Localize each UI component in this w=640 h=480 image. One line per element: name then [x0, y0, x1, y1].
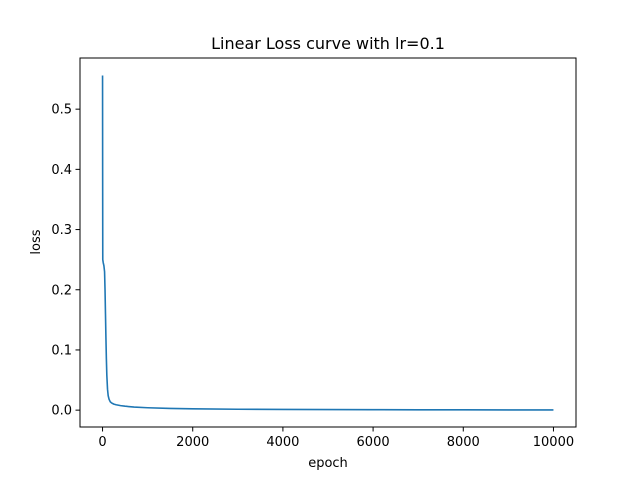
x-tick-label: 0: [98, 435, 106, 450]
x-tick-label: 2000: [176, 435, 209, 450]
plot-series: [101, 75, 554, 411]
y-tick-label: 0.4: [51, 163, 72, 178]
y-tick-label: 0.2: [51, 283, 72, 298]
y-tick-label: 0.1: [51, 343, 72, 358]
series-line-0: [101, 75, 554, 411]
y-tick-label: 0.3: [51, 223, 72, 238]
plot-frame: [79, 57, 577, 428]
y-tick-label: 0.0: [51, 404, 72, 419]
y-axis-label: loss: [29, 229, 44, 254]
x-tick-label: 10000: [533, 435, 574, 450]
x-tick-label: 4000: [266, 435, 299, 450]
x-axis: 0 2000 4000 6000 8000 10000: [98, 427, 574, 450]
x-tick-label: 8000: [447, 435, 480, 450]
x-axis-label: epoch: [308, 456, 348, 471]
y-tick-label: 0.5: [51, 103, 72, 118]
x-tick-label: 6000: [357, 435, 390, 450]
y-axis: 0.0 0.1 0.2 0.3 0.4 0.5: [51, 103, 80, 419]
chart-title: Linear Loss curve with lr=0.1: [211, 34, 445, 53]
